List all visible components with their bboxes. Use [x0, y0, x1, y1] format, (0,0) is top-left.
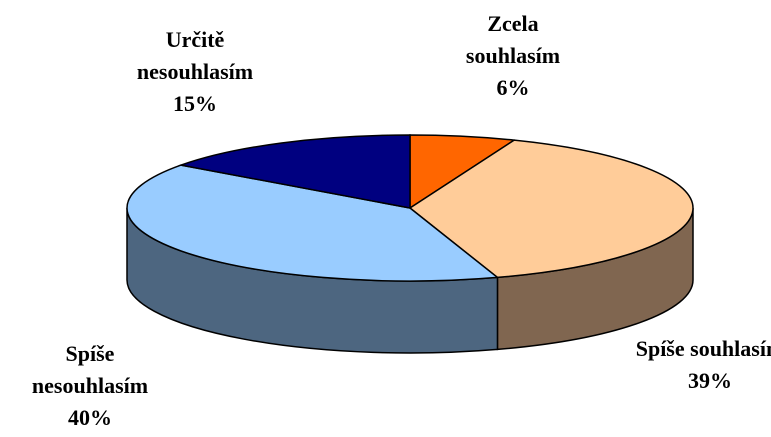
category-name: Zcela souhlasím [465, 11, 561, 68]
value-label: 40% [68, 405, 112, 430]
slice-label: Spíše souhlasím 39% [635, 333, 771, 397]
category-name: Určitě nesouhlasím [136, 27, 254, 84]
category-name: Spíše nesouhlasím [31, 341, 149, 398]
pie-slice [178, 134, 411, 209]
pie-slice [408, 139, 694, 279]
value-label: 6% [496, 75, 530, 100]
value-label: 15% [173, 91, 217, 116]
value-label: 39% [688, 368, 732, 393]
pie-slice [126, 164, 500, 282]
slice-label: Spíše nesouhlasím 40% [15, 338, 165, 434]
category-name: Spíše souhlasím [635, 336, 771, 361]
slice-label: Zcela souhlasím 6% [438, 8, 588, 104]
slice-label: Určitě nesouhlasím 15% [120, 24, 270, 120]
